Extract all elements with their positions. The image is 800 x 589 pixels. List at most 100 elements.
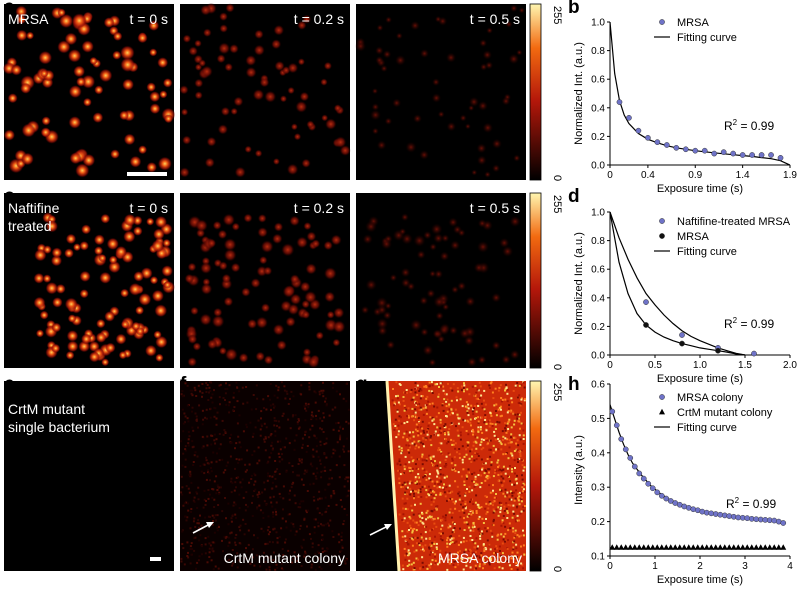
noise-pixel xyxy=(440,442,443,445)
noise-pixel xyxy=(290,486,293,489)
bacterium-spot xyxy=(51,322,62,333)
noise-pixel xyxy=(448,403,451,406)
noise-pixel xyxy=(195,419,198,422)
noise-pixel xyxy=(404,507,407,510)
noise-pixel xyxy=(503,480,506,483)
noise-pixel xyxy=(181,408,184,411)
bacterium-spot xyxy=(324,291,336,303)
noise-pixel xyxy=(504,540,506,543)
noise-pixel xyxy=(271,505,274,508)
bacterium-spot xyxy=(75,163,90,178)
bacterium-spot xyxy=(264,90,277,103)
noise-pixel xyxy=(501,430,504,433)
bacterium-spot xyxy=(94,246,104,256)
noise-pixel xyxy=(423,385,426,388)
bacterium-spot xyxy=(79,270,91,282)
noise-pixel xyxy=(236,422,239,425)
noise-pixel xyxy=(488,561,491,564)
noise-pixel xyxy=(448,484,451,487)
noise-pixel xyxy=(240,486,243,489)
noise-pixel xyxy=(284,397,287,400)
noise-pixel xyxy=(324,397,327,400)
noise-pixel xyxy=(281,415,284,417)
noise-pixel xyxy=(514,518,517,521)
noise-pixel xyxy=(492,444,495,447)
data-point-triangle xyxy=(636,544,643,550)
noise-pixel xyxy=(212,488,215,491)
noise-pixel xyxy=(511,401,514,404)
bacterium-spot xyxy=(419,150,430,160)
bacterium-spot xyxy=(482,122,493,133)
bacterium-spot xyxy=(491,341,501,350)
data-point xyxy=(622,446,629,453)
bacterium-spot xyxy=(395,32,403,40)
noise-pixel xyxy=(456,557,459,560)
bacterium-spot xyxy=(473,262,484,273)
noise-pixel xyxy=(235,486,237,489)
noise-pixel xyxy=(309,483,312,486)
noise-pixel xyxy=(406,486,409,489)
noise-pixel xyxy=(191,446,194,449)
noise-pixel xyxy=(426,509,429,512)
noise-pixel xyxy=(282,568,285,571)
noise-pixel xyxy=(491,391,494,394)
noise-pixel xyxy=(518,413,521,416)
noise-pixel xyxy=(212,541,215,544)
noise-pixel xyxy=(469,535,472,537)
image-c-t02 xyxy=(180,193,350,369)
noise-pixel xyxy=(297,506,300,509)
noise-pixel xyxy=(210,467,212,469)
noise-pixel xyxy=(219,486,222,489)
noise-pixel xyxy=(253,534,255,537)
bacterium-spot xyxy=(468,104,475,112)
r-squared-annotation: R2 = 0.99 xyxy=(724,118,774,133)
noise-pixel xyxy=(464,505,466,508)
noise-pixel xyxy=(500,408,502,411)
bacterium-spot xyxy=(509,216,521,227)
noise-pixel xyxy=(455,425,457,428)
noise-pixel xyxy=(404,408,407,411)
noise-pixel xyxy=(268,531,271,533)
noise-pixel xyxy=(506,491,509,494)
noise-pixel xyxy=(447,558,450,561)
noise-pixel xyxy=(265,426,268,429)
noise-pixel xyxy=(445,455,448,458)
noise-pixel xyxy=(195,567,197,570)
noise-pixel xyxy=(343,560,346,563)
noise-pixel xyxy=(225,517,227,520)
bacterium-spot xyxy=(477,219,487,228)
noise-pixel xyxy=(466,411,469,414)
noise-pixel xyxy=(267,556,269,559)
noise-pixel xyxy=(315,437,318,440)
noise-pixel xyxy=(497,389,500,392)
noise-pixel xyxy=(412,435,415,438)
noise-pixel xyxy=(189,545,192,548)
noise-pixel xyxy=(405,444,408,447)
noise-pixel xyxy=(469,418,472,421)
bacterium-spot xyxy=(371,103,380,111)
bacterium-spot xyxy=(64,297,78,311)
noise-pixel xyxy=(472,522,475,525)
noise-pixel xyxy=(522,506,525,509)
noise-pixel xyxy=(414,481,417,484)
noise-pixel xyxy=(344,478,347,480)
noise-pixel xyxy=(471,448,473,451)
noise-pixel xyxy=(469,539,472,542)
noise-pixel xyxy=(432,494,435,497)
noise-pixel xyxy=(422,413,425,416)
scale-bar-a xyxy=(127,172,167,176)
noise-pixel xyxy=(193,549,196,552)
scale-bar-e xyxy=(150,557,161,561)
noise-pixel xyxy=(419,488,422,491)
noise-pixel xyxy=(517,499,520,502)
bacterium-spot xyxy=(230,107,238,116)
noise-pixel xyxy=(323,466,326,469)
bacterium-spot xyxy=(20,82,32,94)
noise-pixel xyxy=(409,391,412,393)
noise-pixel xyxy=(426,395,429,398)
noise-pixel xyxy=(218,433,221,435)
bacterium-spot xyxy=(40,127,51,138)
noise-pixel xyxy=(307,509,310,512)
noise-pixel xyxy=(406,497,409,500)
noise-pixel xyxy=(311,411,314,414)
